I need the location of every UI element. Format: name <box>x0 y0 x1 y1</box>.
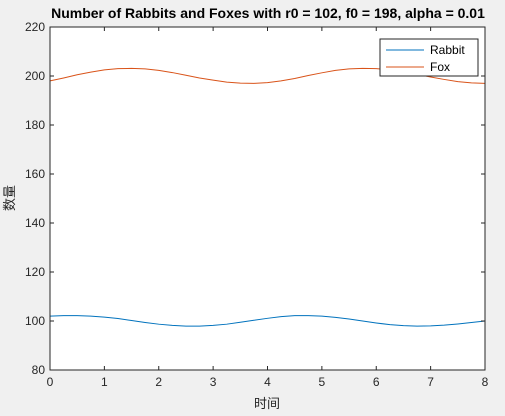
series-line-rabbit <box>49 315 486 327</box>
legend-label-fox: Fox <box>430 60 450 74</box>
y-tick-label: 100 <box>25 314 45 328</box>
y-tick-label: 160 <box>25 167 45 181</box>
x-tick-label: 7 <box>427 375 434 389</box>
y-tick-label: 120 <box>25 265 45 279</box>
legend-box <box>379 38 479 77</box>
legend: Rabbit Fox <box>379 38 479 77</box>
y-tick-label: 200 <box>25 69 45 83</box>
chart-title: Number of Rabbits and Foxes with r0 = 10… <box>51 5 485 21</box>
x-tick-label: 4 <box>264 375 271 389</box>
x-tick-label: 2 <box>155 375 162 389</box>
y-axis: 80 100 120 140 160 180 200 220 <box>25 20 485 377</box>
y-tick-label: 140 <box>25 216 45 230</box>
x-tick-label: 5 <box>319 375 326 389</box>
x-tick-label: 8 <box>482 375 489 389</box>
x-tick-label: 6 <box>373 375 380 389</box>
y-axis-label: 数量 <box>3 185 18 211</box>
y-tick-label: 220 <box>25 20 45 34</box>
x-tick-label: 3 <box>210 375 217 389</box>
y-tick-label: 80 <box>32 363 46 377</box>
y-tick-label: 180 <box>25 118 45 132</box>
x-axis: 0 1 2 3 4 5 6 7 8 <box>47 27 489 389</box>
x-tick-label: 1 <box>101 375 108 389</box>
legend-label-rabbit: Rabbit <box>430 43 465 57</box>
x-tick-label: 0 <box>47 375 54 389</box>
plot-area <box>50 27 485 370</box>
x-axis-label: 时间 <box>254 397 280 412</box>
